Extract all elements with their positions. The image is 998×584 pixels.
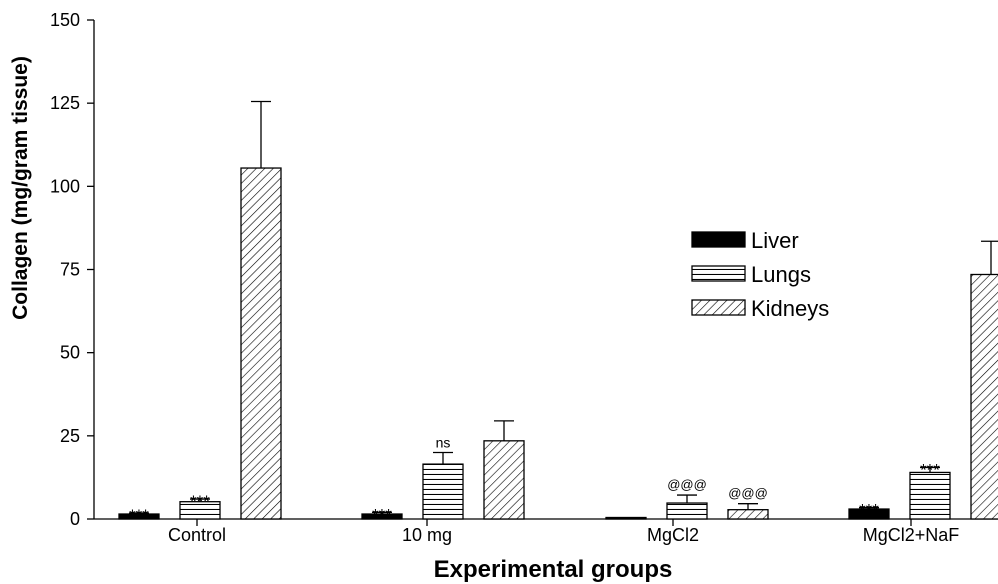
legend-label-kidneys: Kidneys — [751, 296, 829, 321]
legend-swatch-lungs — [691, 265, 746, 282]
annotations: *** *** *** *** ns @@@ *** @@@ — [129, 434, 940, 525]
x-axis: Control 10 mg MgCl2 MgCl2+NaF — [94, 518, 998, 545]
y-tick-label: 150 — [50, 10, 80, 30]
significance-annotation: @@@ — [728, 486, 768, 501]
x-axis-title: Experimental groups — [434, 556, 673, 583]
y-axis-title: Collagen (mg/gram tissue) — [9, 56, 32, 320]
significance-annotation: *** — [372, 505, 392, 524]
bar-kidneys — [483, 440, 525, 520]
bar-lungs — [422, 463, 464, 520]
bar-lungs — [666, 502, 708, 520]
significance-annotation: *** — [859, 501, 879, 520]
y-tick-label: 50 — [60, 343, 80, 363]
significance-annotation: *** — [920, 460, 940, 479]
legend-label-liver: Liver — [751, 228, 799, 253]
significance-annotation: *** — [190, 492, 210, 511]
bar-kidneys — [970, 273, 998, 520]
y-tick-label: 100 — [50, 176, 80, 196]
significance-annotation: *** — [129, 506, 149, 525]
legend-label-lungs: Lungs — [751, 262, 811, 287]
bar-kidneys — [240, 167, 282, 520]
x-tick-label: 10 mg — [402, 525, 452, 545]
bar-liver — [605, 516, 647, 520]
y-tick-label: 0 — [70, 509, 80, 529]
y-tick-label: 25 — [60, 426, 80, 446]
significance-annotation: ns — [436, 434, 451, 450]
significance-annotation: @@@ — [667, 477, 707, 492]
legend-swatch-liver — [691, 231, 746, 248]
legend: Liver Lungs Kidneys — [691, 228, 829, 321]
x-tick-label: MgCl2+NaF — [863, 525, 960, 545]
bar-kidneys — [727, 509, 769, 520]
x-tick-label: Control — [168, 525, 226, 545]
y-tick-label: 125 — [50, 93, 80, 113]
bar-lungs — [909, 471, 951, 520]
y-tick-label: 75 — [60, 260, 80, 280]
bars — [118, 100, 998, 520]
x-tick-label: MgCl2 — [647, 525, 699, 545]
y-axis: 0 25 50 75 100 125 150 — [50, 10, 95, 529]
legend-swatch-kidneys — [691, 299, 746, 316]
